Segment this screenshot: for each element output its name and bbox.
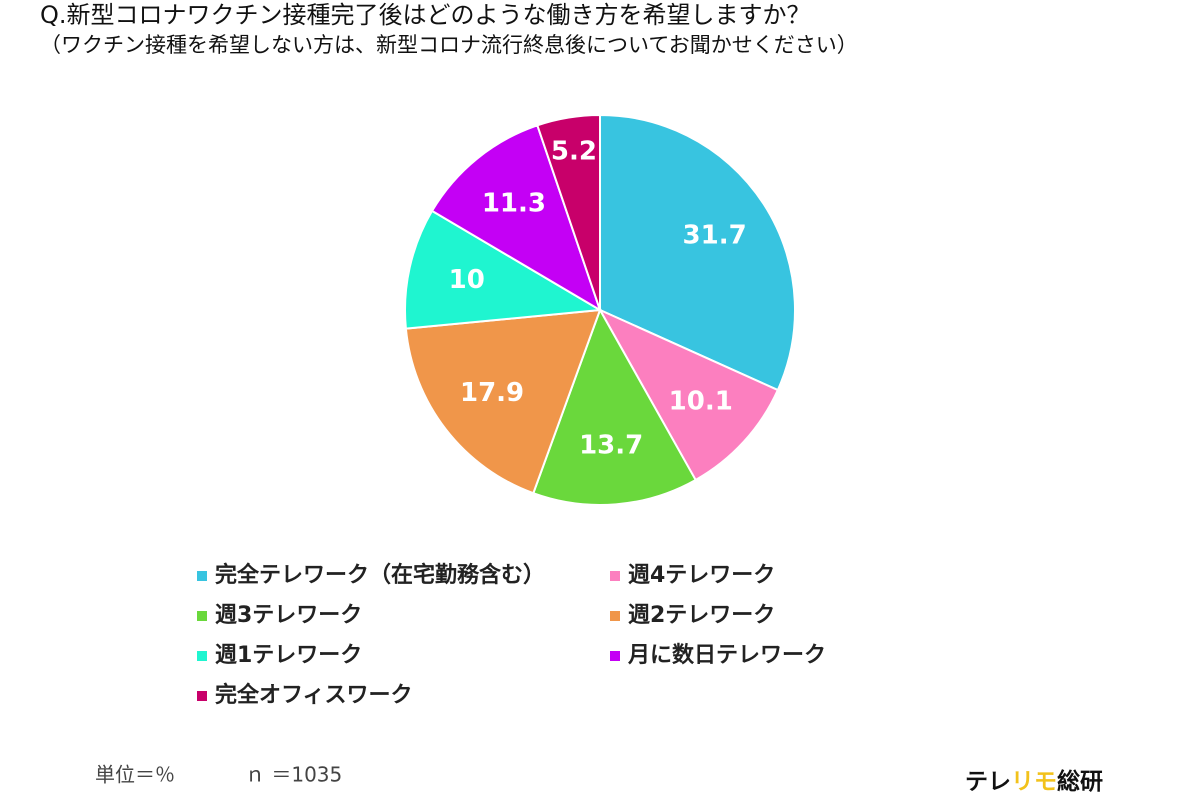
logo-part: 総研 [1057,768,1103,795]
chart-subtitle: （ワクチン接種を希望しない方は、新型コロナ流行終息後についてお聞かせください） [40,33,858,57]
legend-swatch [610,611,620,621]
pie-slice [599,113,796,392]
data-label: 17.9 [460,378,524,408]
legend-label: 週2テレワーク [628,603,775,628]
pie-slice [597,307,780,482]
pie-slice [532,307,697,506]
legend-label: 完全テレワーク（在宅勤務含む） [215,562,545,588]
legend-label: 週1テレワーク [215,643,362,668]
n-note: ｎ ＝1035 [245,763,342,787]
legend-label: 完全オフィスワーク [215,682,413,708]
pie-slice [404,209,604,330]
legend-swatch [610,571,620,581]
legend-label: 週3テレワーク [215,603,362,628]
legend-swatch [197,691,207,701]
logo-part: テレ [965,769,1011,795]
legend-label: 週4テレワーク [628,563,775,588]
data-label: 11.3 [482,189,546,219]
unit-note: 単位＝％ [95,763,175,787]
pie-slice [536,113,601,311]
data-label: 5.2 [551,137,597,167]
legend-swatch [197,611,207,621]
data-label: 13.7 [579,431,643,461]
legend-swatch [610,651,620,661]
logo-part: リモ [1011,769,1057,795]
data-label: 10.1 [669,387,733,417]
pie-slice [404,308,602,495]
pie-slice [430,124,602,313]
legend-swatch [197,651,207,661]
chart-title: Q.新型コロナワクチン接種完了後はどのような働き方を希望しますか？ [40,1,811,29]
legend-swatch [197,571,207,581]
logo: テレリモ総研 [965,768,1103,795]
data-label: 10 [449,265,485,295]
data-label: 31.7 [683,220,747,250]
legend-label: 月に数日テレワーク [627,642,826,668]
